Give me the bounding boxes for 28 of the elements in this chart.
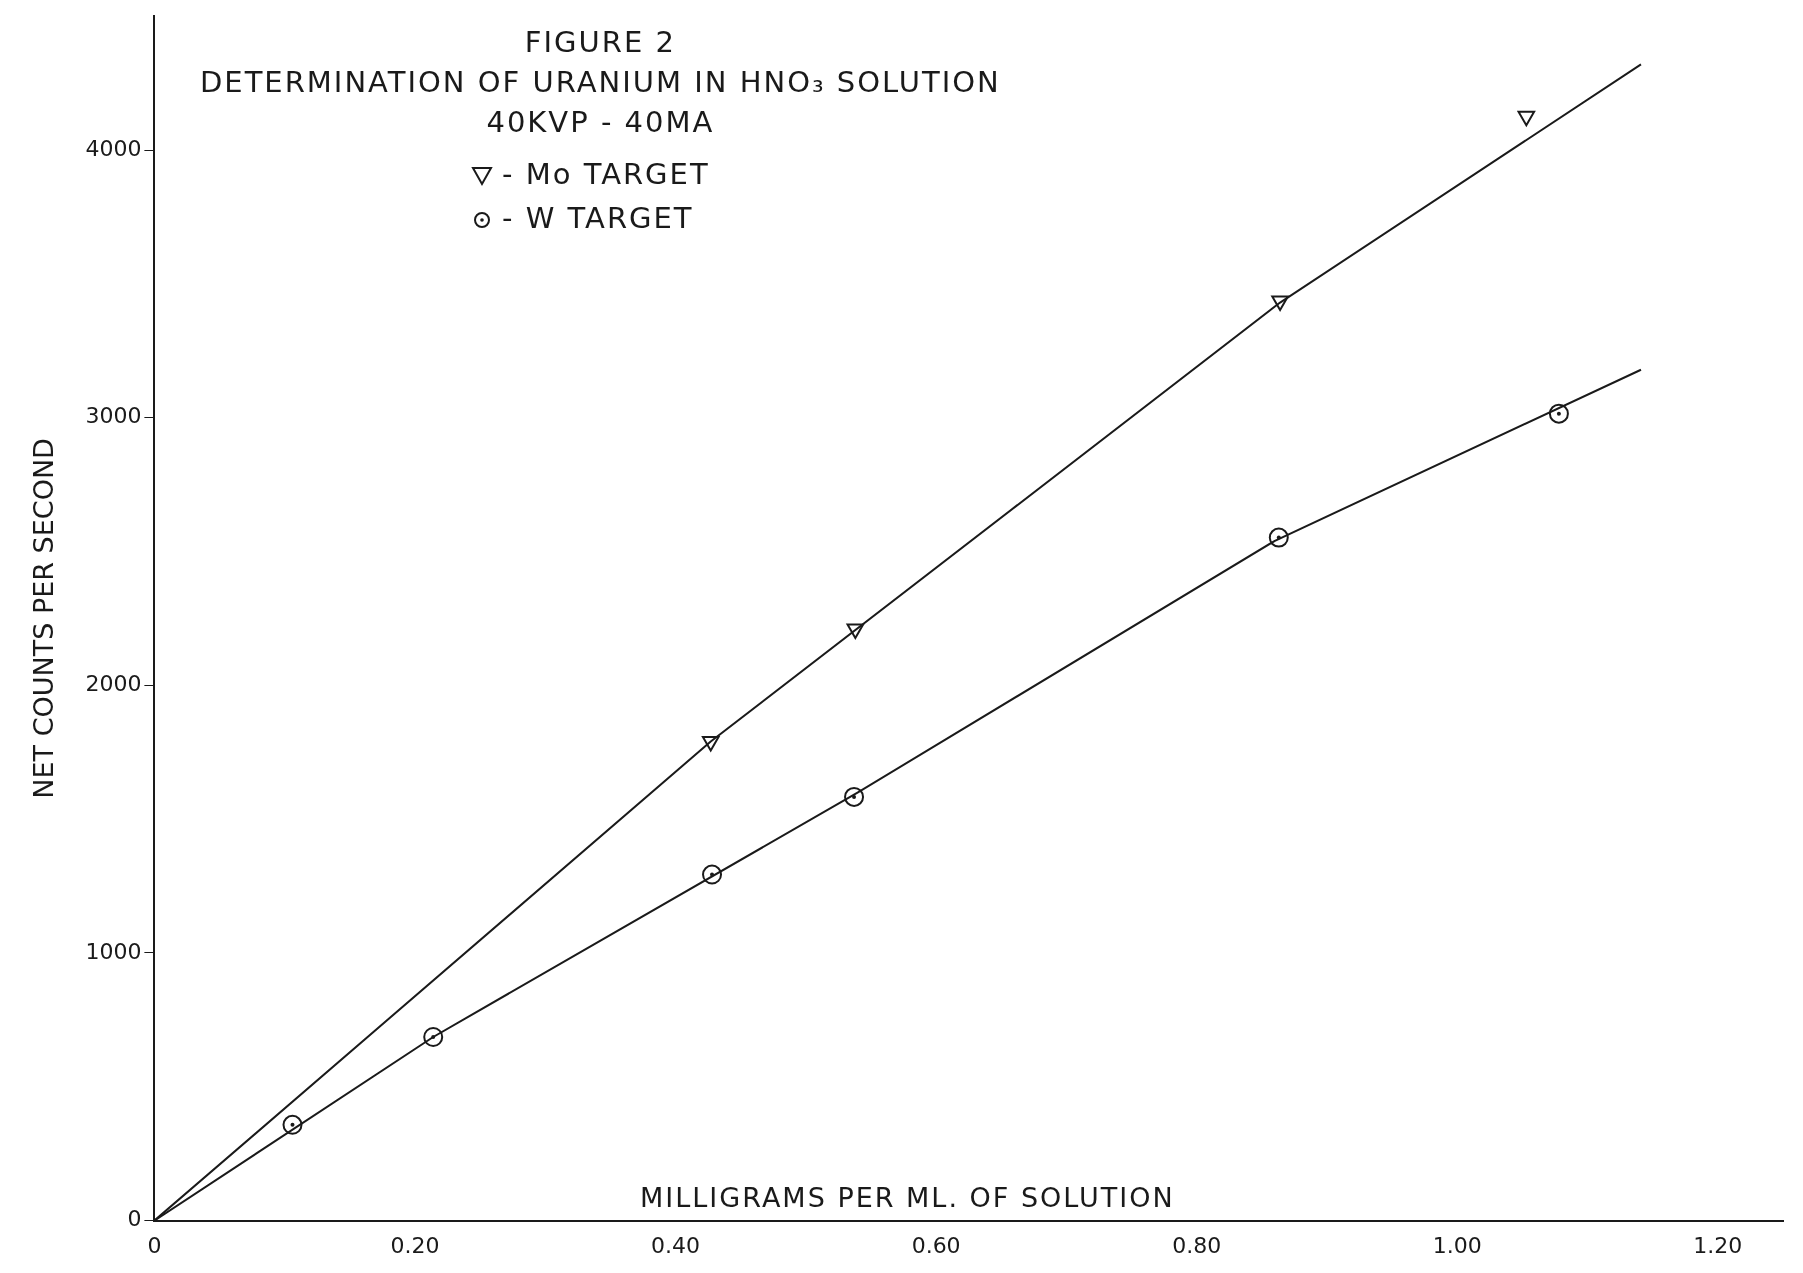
x-tick-label: 0.60 bbox=[911, 1232, 961, 1258]
y-tick-label: 0 bbox=[127, 1206, 142, 1232]
point bbox=[1517, 110, 1536, 127]
x-axis-title: MILLIGRAMS PER ML. OF SOLUTION bbox=[640, 1182, 1175, 1213]
point bbox=[282, 1114, 303, 1135]
x-tick-label: 1.00 bbox=[1432, 1232, 1482, 1258]
y-tick-label: 4000 bbox=[85, 135, 142, 161]
legend-label: - W TARGET bbox=[501, 200, 695, 237]
y-tick-label: 3000 bbox=[85, 403, 142, 429]
point bbox=[1271, 295, 1289, 311]
y-axis-title: NET COUNTS PER SECOND bbox=[28, 438, 60, 799]
point bbox=[846, 623, 865, 640]
legend-label: - Mo TARGET bbox=[501, 156, 710, 193]
chart-title: FIGURE 2 bbox=[523, 24, 677, 61]
x-tick-label: 0.80 bbox=[1172, 1232, 1222, 1258]
point bbox=[423, 1027, 444, 1047]
point bbox=[1268, 527, 1289, 548]
x-tick-label: 1.20 bbox=[1693, 1232, 1743, 1258]
point bbox=[701, 736, 720, 752]
y-tick-label: 2000 bbox=[85, 671, 142, 697]
y-tick-label: 1000 bbox=[85, 938, 142, 964]
point bbox=[1548, 403, 1569, 424]
text: DETERMINATION OF URANIUM IN HNO₃ SOLUTION 40KVP - 40MA bbox=[200, 64, 1001, 141]
point bbox=[844, 786, 865, 807]
x-tick-label: 0.40 bbox=[651, 1232, 701, 1258]
x-tick-label: 0.20 bbox=[390, 1232, 440, 1258]
point bbox=[702, 864, 723, 885]
x-tick-label: 0 bbox=[147, 1232, 162, 1258]
